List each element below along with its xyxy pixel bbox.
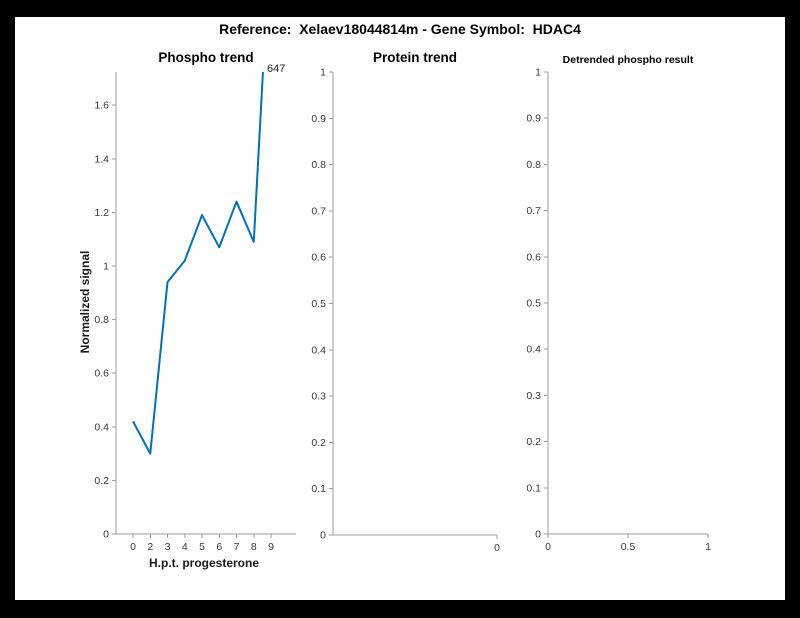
x-tick-label: 1: [705, 541, 711, 553]
phospho-trend-line: [132, 72, 264, 455]
y-tick-label: 0.3: [526, 390, 541, 402]
phospho-trend-title: Phospho trend: [158, 50, 254, 65]
y-tick-label: 0.9: [311, 113, 326, 125]
y-tick-label: 0.1: [526, 482, 541, 494]
x-tick-label: 0.5: [621, 541, 636, 553]
y-tick-label: 0: [103, 529, 109, 541]
charts-svg: 00.20.40.60.811.21.41.60 2 3 4 5 6 7 8 900.10.20…: [94, 67, 711, 555]
y-tick-label: 0.4: [311, 344, 326, 356]
protein-trend-title: Protein trend: [372, 50, 458, 65]
x-tick-label: 4: [182, 541, 188, 553]
y-tick-label: 0.4: [94, 421, 109, 433]
detrended-phospho-title: Detrended phospho result: [562, 54, 694, 66]
y-tick-label: 0.9: [526, 113, 541, 125]
y-tick-label: 1.6: [94, 100, 109, 112]
y-tick-label: 1.4: [94, 153, 109, 165]
main-title: Reference: Xelaev18044814m - Gene Symbol…: [219, 21, 581, 37]
x-tick-label: 7: [234, 541, 240, 553]
x-tick-label: 0: [494, 542, 500, 554]
y-tick-label: 0: [320, 530, 326, 542]
x-tick-label: 8: [251, 541, 257, 553]
last-point-label: 647: [267, 63, 286, 75]
x-tick-label: 5: [199, 541, 205, 553]
x-tick-label: 3: [165, 541, 171, 553]
y-tick-label: 0.6: [526, 251, 541, 263]
y-tick-label: 0.7: [311, 205, 326, 217]
phospho-xaxis-label: H.p.t. progesterone: [148, 556, 260, 570]
y-tick-label: 0.6: [94, 368, 109, 380]
y-tick-label: 0.4: [526, 344, 541, 356]
y-tick-label: 1: [320, 67, 326, 79]
x-tick-label: 6: [216, 541, 222, 553]
y-tick-label: 0.7: [526, 205, 541, 217]
y-tick-label: 0.2: [526, 436, 541, 448]
phospho-yaxis-label: Normalized signal: [78, 250, 92, 354]
y-tick-label: 1: [103, 261, 109, 273]
y-tick-label: 0: [535, 529, 541, 541]
y-tick-label: 0.1: [311, 483, 326, 495]
y-tick-label: 1.2: [94, 207, 109, 219]
x-tick-label: 9: [268, 541, 274, 553]
y-tick-label: 0.3: [311, 391, 326, 403]
y-tick-label: 0.8: [311, 159, 326, 171]
y-tick-label: 0.8: [94, 314, 109, 326]
y-tick-label: 1: [535, 67, 541, 79]
y-tick-label: 0.6: [311, 252, 326, 264]
y-tick-label: 0.2: [94, 475, 109, 487]
x-tick-label: 0: [545, 541, 551, 553]
x-tick-label: 2: [147, 541, 153, 553]
y-tick-label: 0.5: [526, 298, 541, 310]
y-tick-label: 0.5: [311, 298, 326, 310]
x-tick-label: 0: [130, 541, 136, 553]
y-tick-label: 0.2: [311, 437, 326, 449]
figure-canvas: 0 0.2 0.4 0.6 0.8 1 1.2 1.4 1.6 0 2 3 4 5 6 7 8 9 0 0.1 0.2 0…: [15, 17, 785, 600]
y-tick-label: 0.8: [526, 159, 541, 171]
